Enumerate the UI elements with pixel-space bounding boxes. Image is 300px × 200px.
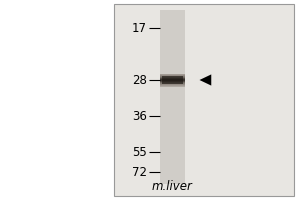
Bar (160, 76, 185, 77)
Bar (160, 75, 185, 76)
Bar (160, 85, 185, 86)
Text: 36: 36 (132, 110, 147, 122)
Bar (160, 83, 185, 84)
Bar (160, 78, 185, 79)
Bar (160, 82, 185, 83)
Bar (162, 76, 183, 84)
Bar (114, 4, 294, 196)
Text: 72: 72 (132, 166, 147, 178)
Polygon shape (200, 74, 211, 86)
Text: 28: 28 (132, 73, 147, 86)
Bar (160, 79, 185, 80)
Text: 55: 55 (132, 146, 147, 158)
Bar (160, 74, 185, 75)
Text: 17: 17 (132, 21, 147, 34)
Bar (160, 81, 185, 82)
Bar (160, 77, 185, 78)
Text: m.liver: m.liver (152, 180, 193, 194)
Bar (160, 84, 185, 85)
Bar (160, 10, 185, 184)
Bar (160, 80, 185, 81)
